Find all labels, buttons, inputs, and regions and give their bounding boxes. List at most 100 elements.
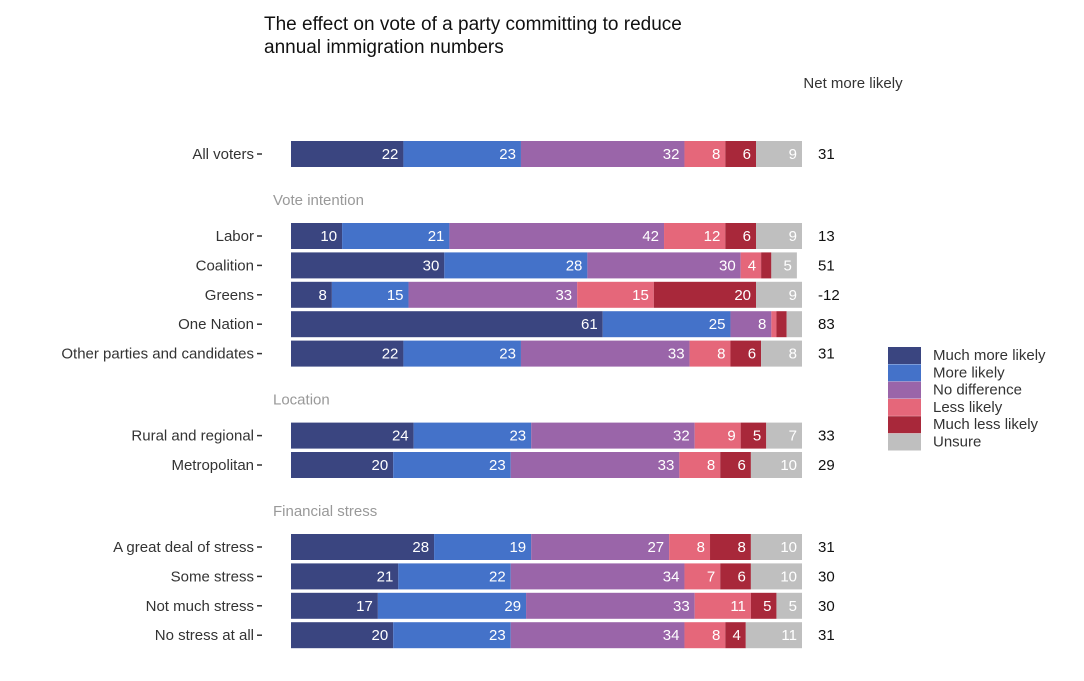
net-value: 33 (818, 428, 835, 445)
legend-swatch (888, 433, 921, 451)
bar-segment (684, 141, 726, 167)
category-label: One Nation (178, 316, 254, 333)
segment-label: 33 (555, 287, 572, 304)
legend-swatch (888, 381, 921, 399)
bar-segment (750, 592, 777, 619)
net-value: 31 (818, 627, 835, 644)
bar-segment (684, 622, 726, 649)
segment-label: 9 (789, 146, 797, 163)
bar-segment (756, 141, 802, 167)
legend-label: Much less likely (933, 416, 1039, 433)
bar-segment (730, 311, 772, 338)
segment-label: 8 (712, 627, 720, 644)
legend-swatch (888, 398, 921, 416)
segment-label: 8 (319, 287, 327, 304)
bar-segment (725, 622, 746, 649)
category-label: Labor (216, 228, 254, 245)
bar-segment (510, 452, 680, 478)
segment-label: 15 (632, 287, 649, 304)
segment-label: 9 (789, 287, 797, 304)
segment-label: 20 (372, 627, 389, 644)
bar-segment (750, 452, 802, 478)
segment-label: 6 (743, 146, 751, 163)
bar-segment (664, 223, 726, 249)
segment-label: 29 (504, 598, 521, 615)
bar-segment (291, 223, 343, 249)
chart-title: annual immigration numbers (264, 37, 504, 58)
segment-label: 17 (356, 598, 373, 615)
bar-segment (291, 252, 445, 279)
segment-label: 22 (489, 568, 506, 585)
legend-label: No difference (933, 382, 1022, 399)
segment-label: 30 (423, 257, 440, 274)
segment-label: 6 (738, 568, 746, 585)
bar-segment (756, 223, 802, 249)
bar-segment (725, 141, 757, 167)
segment-label: 8 (712, 146, 720, 163)
legend-label: Less likely (933, 399, 1003, 416)
group-title: Vote intention (273, 192, 364, 209)
segment-label: 21 (428, 228, 445, 245)
bar-segment (776, 592, 802, 619)
segment-label: 33 (658, 457, 675, 474)
bar-segment (653, 281, 757, 308)
bar-segment (740, 422, 767, 449)
legend-label: Unsure (933, 433, 981, 450)
bar-segment (587, 252, 741, 279)
segment-label: 32 (663, 146, 680, 163)
bar-segment (710, 534, 751, 560)
legend-swatch (888, 347, 921, 364)
category-label: Coalition (196, 257, 254, 274)
bar-segment (720, 452, 751, 478)
segment-label: 6 (738, 457, 746, 474)
bar-segment (291, 534, 435, 560)
bar-segment (444, 252, 588, 279)
bar-segment (761, 340, 802, 367)
bar-segment (449, 223, 665, 249)
bar-segment (730, 340, 762, 367)
bar-segment (526, 592, 695, 619)
net-value: 31 (818, 539, 835, 556)
legend-label: Much more likely (933, 347, 1046, 364)
segment-label: 34 (663, 627, 680, 644)
segment-label: 9 (789, 228, 797, 245)
segment-label: 22 (382, 146, 399, 163)
segment-label: 8 (717, 346, 725, 363)
segment-label: 7 (707, 568, 715, 585)
bar-segment (750, 563, 802, 590)
bar-segment (761, 252, 772, 279)
bar-segment (669, 534, 711, 560)
segment-label: 10 (780, 568, 797, 585)
legend-swatch (888, 364, 921, 382)
segment-label: 22 (382, 346, 399, 363)
bar-segment (756, 281, 802, 308)
bar-segment (510, 563, 685, 590)
bar-segment (291, 141, 404, 167)
bar-segment (689, 340, 731, 367)
bar-segment (750, 534, 802, 560)
net-value: 31 (818, 346, 835, 363)
segment-label: 15 (387, 287, 404, 304)
bar-segment (393, 452, 511, 478)
net-value: 83 (818, 316, 835, 333)
bar-segment (577, 281, 654, 308)
segment-label: 23 (499, 146, 516, 163)
category-label: Not much stress (146, 598, 254, 615)
segment-label: 10 (780, 539, 797, 556)
bar-segment (720, 563, 751, 590)
segment-label: 8 (758, 316, 766, 333)
segment-label: 25 (709, 316, 726, 333)
category-label: Some stress (171, 568, 254, 585)
category-label: A great deal of stress (113, 539, 254, 556)
segment-label: 8 (707, 457, 715, 474)
net-value: -12 (818, 287, 840, 304)
segment-label: 34 (663, 568, 680, 585)
category-label: Metropolitan (171, 457, 254, 474)
category-label: All voters (192, 146, 254, 163)
bar-segment (413, 422, 532, 449)
segment-label: 7 (789, 428, 797, 445)
legend-label: More likely (933, 364, 1005, 381)
segment-label: 23 (499, 346, 516, 363)
bar-segment (740, 252, 762, 279)
